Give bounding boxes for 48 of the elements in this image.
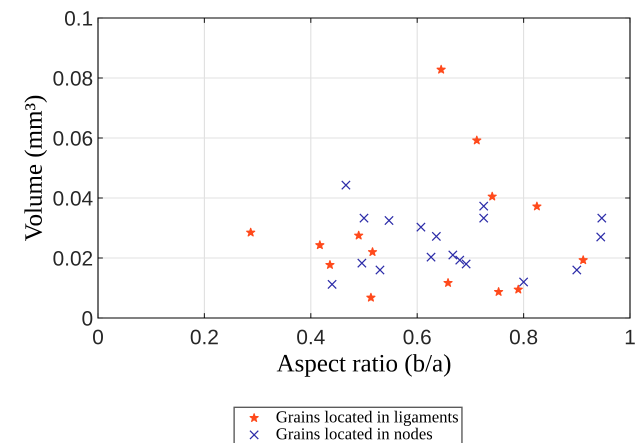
point [432,232,442,242]
point [416,222,426,232]
point [448,250,458,260]
x-tick-label: 0 [93,330,103,344]
point [488,192,497,200]
point [514,284,523,294]
point [375,265,385,275]
point [454,255,465,265]
point [461,259,471,269]
x-tick-label: 0.4 [297,330,325,344]
x-tick-label: 0.6 [404,330,431,344]
point [315,240,324,250]
point [596,232,606,242]
point [494,287,504,296]
y-tick-label: 0.06 [53,131,92,146]
point [357,258,367,268]
legend-label: Grains located in ligaments [276,410,458,426]
y-tick-label: 0.04 [53,191,93,206]
point [426,252,436,262]
point [384,216,394,226]
point [359,213,369,223]
y-tick-label: 0.08 [53,71,92,86]
point [443,278,453,287]
point [325,260,335,269]
point [366,292,376,302]
y-axis-title: Volume (mm³) [24,96,48,242]
point [597,213,607,223]
point [246,228,256,236]
x-tick-label: 0.2 [190,330,218,344]
point [472,136,482,144]
point [572,265,582,275]
point [327,280,337,290]
point [478,213,488,223]
point [532,202,542,210]
x-tick-label: 0.8 [510,330,538,344]
x-tick-label: 1 [626,330,635,344]
point [368,247,378,256]
point [354,230,364,240]
y-tick-label: 0 [82,311,92,326]
x-axis-title: Aspect ratio (b/a) [276,354,450,377]
point [478,201,488,211]
point [518,277,528,287]
point [578,255,588,264]
legend-label: Grains located in nodes [276,428,432,440]
y-tick-label: 0.1 [64,11,92,26]
point [436,64,446,74]
y-tick-label: 0.02 [53,251,92,266]
point [341,180,351,190]
